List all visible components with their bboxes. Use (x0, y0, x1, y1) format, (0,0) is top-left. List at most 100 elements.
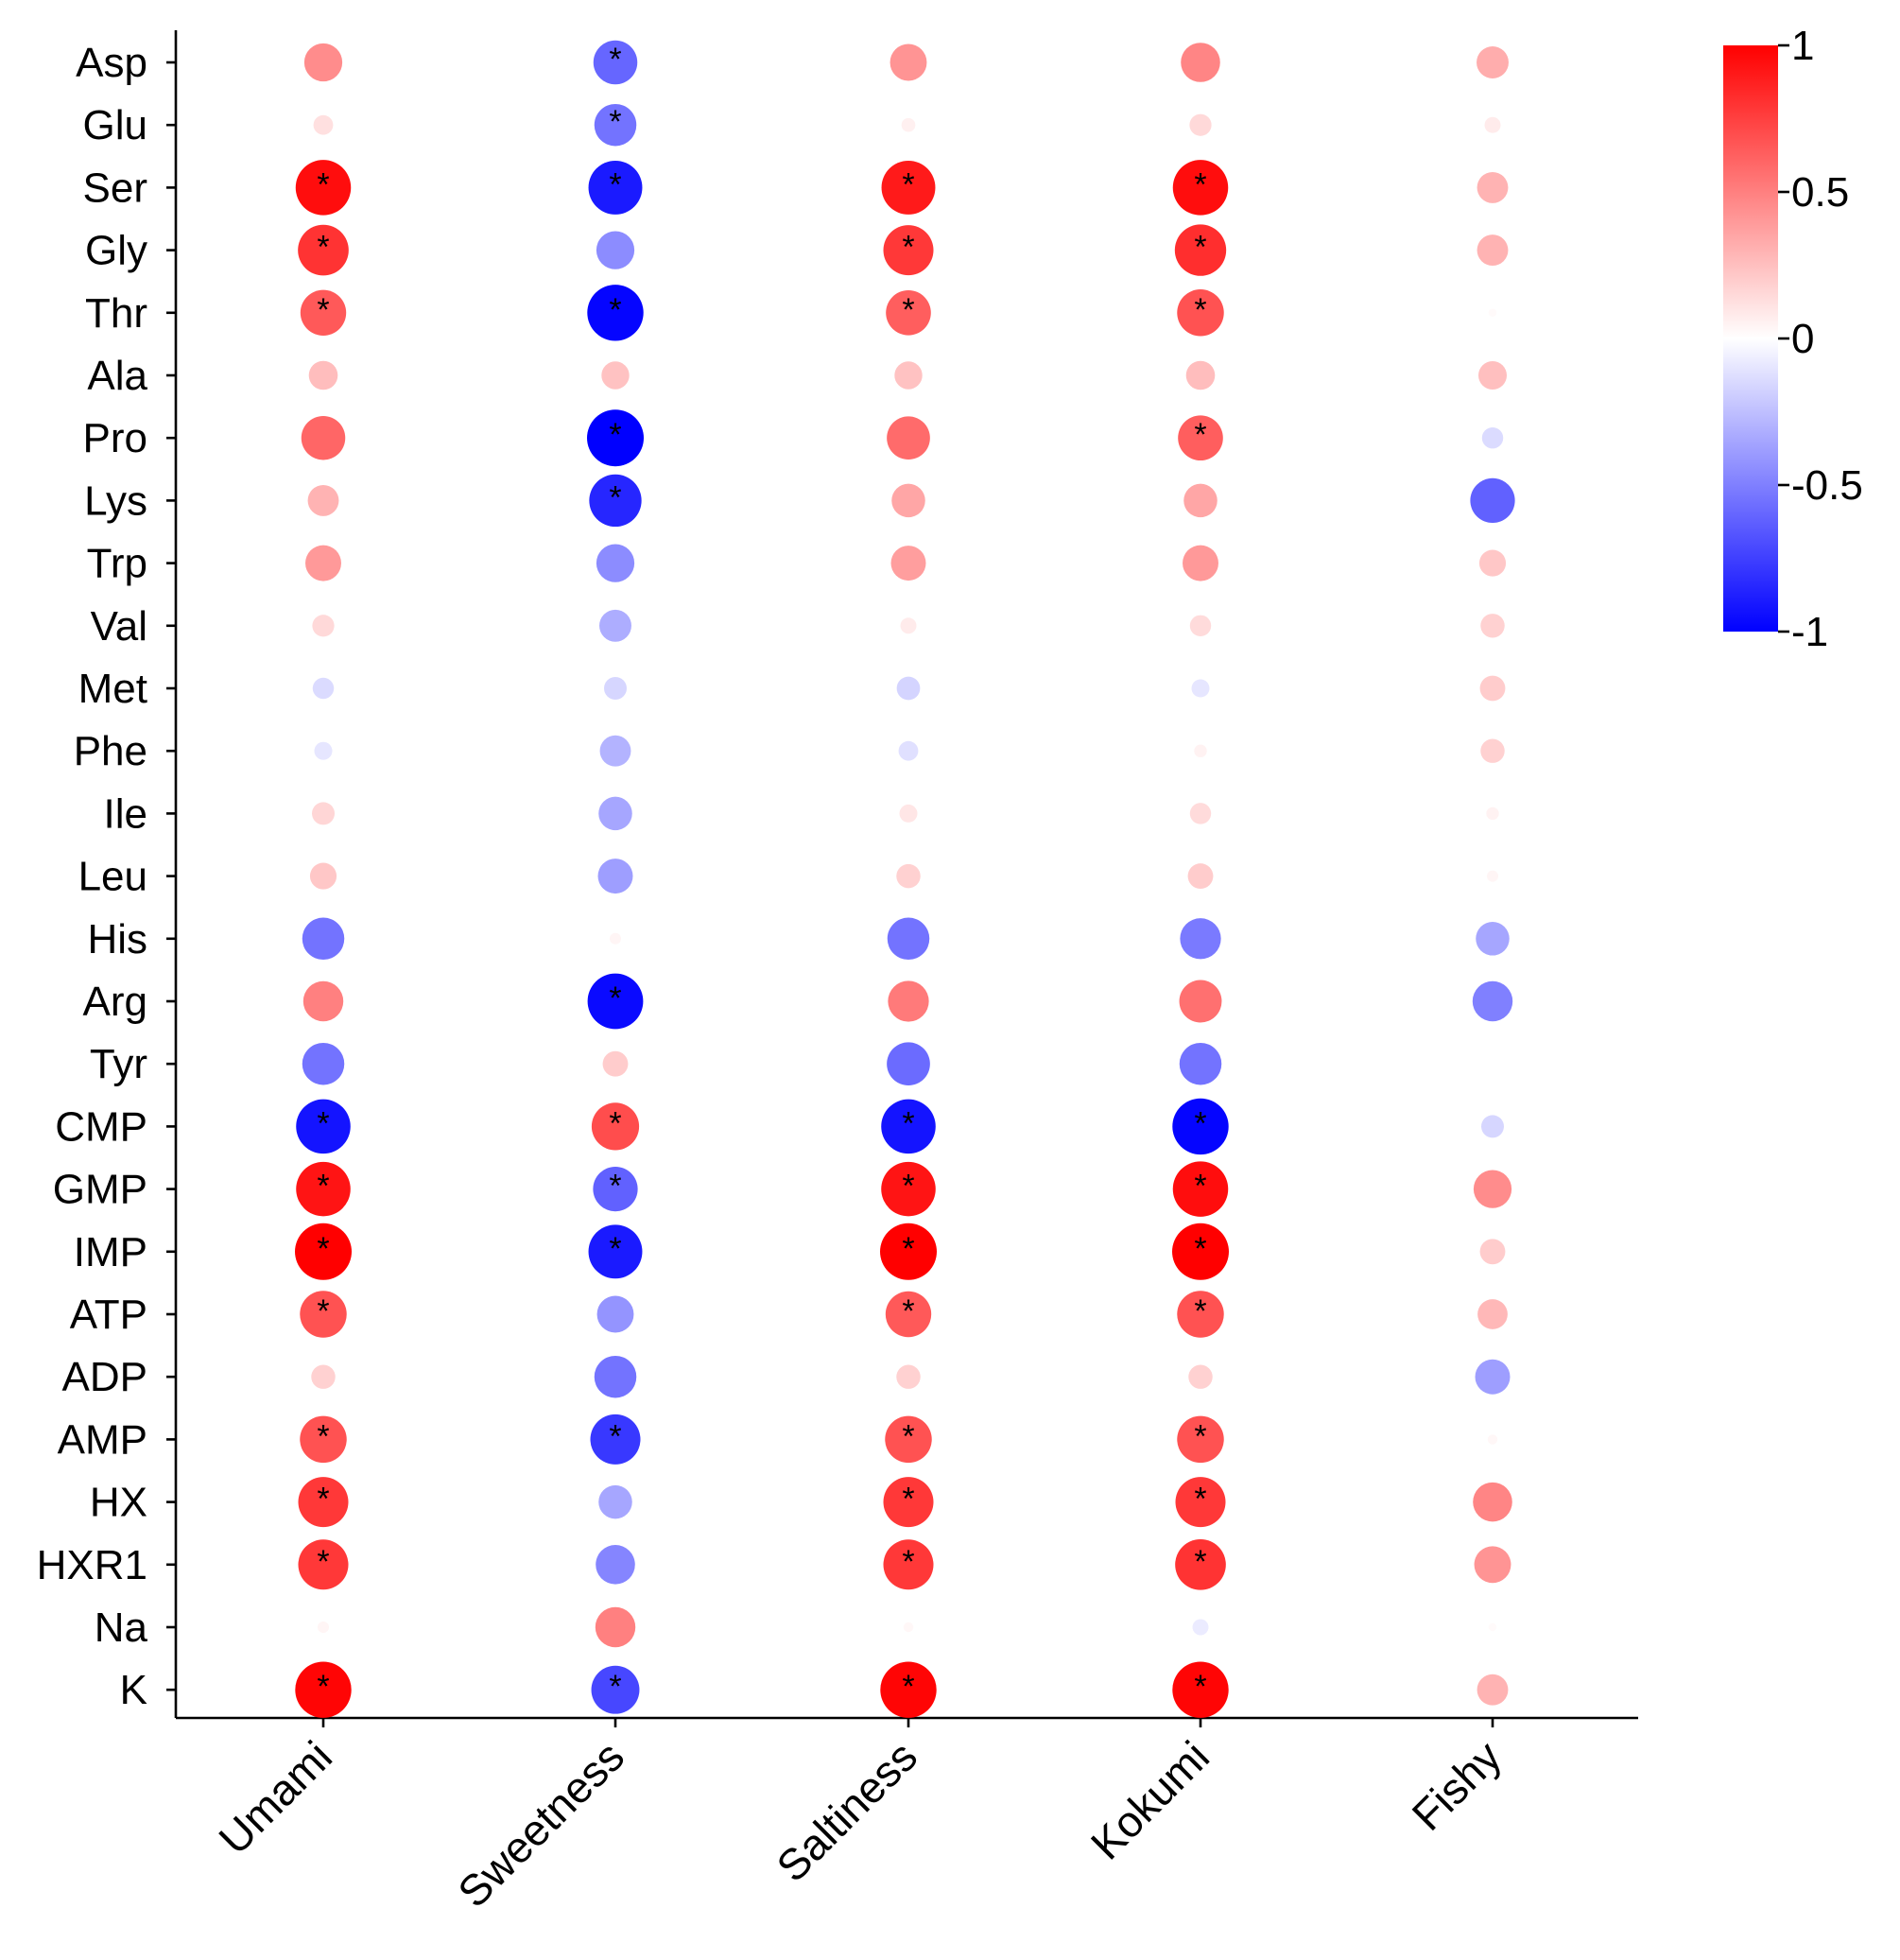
bubble-na-sweetness (595, 1606, 636, 1648)
colorbar-label-1: 1 (1791, 23, 1814, 69)
x-axis-labels: Umami Sweetness Saltiness Kokumi Fishy (209, 1718, 1511, 1917)
bubble-amp-saltiness (885, 1415, 932, 1464)
bubble-met-umami (312, 677, 335, 700)
bubble-ala-saltiness (894, 361, 923, 390)
significance-marker: * (1194, 417, 1206, 453)
bubble-atp-sweetness (596, 1295, 634, 1333)
bubble-glu-sweetness (594, 103, 637, 147)
bubble-ser-sweetness (588, 160, 643, 215)
colorbar-label-0: 0 (1791, 316, 1814, 362)
bubble-thr-fishy (1488, 308, 1497, 318)
significance-marker: * (902, 1418, 914, 1454)
bubble-imp-kokumi (1172, 1223, 1229, 1280)
significance-marker: * (1194, 1169, 1206, 1205)
significance-marker: * (317, 1169, 329, 1205)
bubble-leu-fishy (1487, 870, 1498, 882)
y-label-amp: AMP (58, 1416, 147, 1463)
bubble-hx-saltiness (883, 1477, 934, 1528)
significance-marker: * (609, 104, 621, 140)
bubble-tyr-umami (302, 1042, 345, 1085)
significance-marker: * (1194, 292, 1206, 328)
bubble-thr-kokumi (1177, 289, 1224, 337)
bubble-hx-sweetness (598, 1484, 632, 1519)
bubble-atp-kokumi (1177, 1291, 1224, 1338)
bubble-gly-umami (298, 224, 349, 276)
significance-marker: * (1194, 1293, 1206, 1329)
bubble-hx-fishy (1473, 1482, 1512, 1522)
bubble-his-umami (302, 917, 345, 961)
colorbar-label-0-5: 0.5 (1791, 169, 1849, 216)
bubble-ala-sweetness (601, 361, 630, 390)
bubble-ser-fishy (1477, 171, 1509, 203)
bubble-trp-sweetness (596, 544, 635, 582)
bubble-ile-umami (312, 802, 335, 825)
bubble-met-fishy (1479, 675, 1506, 702)
bubble-thr-sweetness (587, 285, 644, 341)
bubble-adp-fishy (1475, 1359, 1511, 1395)
y-label-his: His (87, 916, 147, 963)
bubble-lys-saltiness (891, 483, 925, 518)
bubble-lys-sweetness (589, 474, 642, 528)
bubble-imp-umami (295, 1223, 352, 1280)
bubble-his-sweetness (610, 932, 621, 945)
y-label-phe: Phe (74, 728, 147, 774)
bubble-trp-kokumi (1183, 545, 1218, 581)
y-label-hx: HX (90, 1480, 147, 1526)
bubble-amp-kokumi (1177, 1415, 1224, 1464)
y-label-imp: IMP (74, 1229, 147, 1275)
colorbar-label--0-5: -0.5 (1791, 462, 1863, 509)
bubble-tyr-sweetness (602, 1050, 629, 1077)
x-label-saltiness: Saltiness (767, 1731, 926, 1891)
bubble-his-kokumi (1180, 918, 1221, 960)
bubble-lys-kokumi (1183, 483, 1218, 518)
bubble-k-saltiness (880, 1661, 937, 1718)
y-label-na: Na (95, 1604, 148, 1651)
bubble-phe-fishy (1480, 738, 1505, 763)
bubble-hxr1-fishy (1474, 1546, 1511, 1584)
y-label-k: K (120, 1667, 147, 1713)
bubble-na-kokumi (1192, 1619, 1209, 1636)
y-label-adp: ADP (62, 1354, 147, 1400)
significance-marker: * (902, 166, 914, 202)
y-label-arg: Arg (83, 979, 147, 1025)
bubble-val-kokumi (1189, 615, 1212, 637)
bubble-arg-sweetness (587, 973, 644, 1030)
bubble-ile-sweetness (598, 796, 632, 831)
bubble-k-kokumi (1172, 1661, 1229, 1718)
significance-marker: * (609, 479, 621, 515)
significance-marker: * (317, 1293, 329, 1329)
bubble-val-fishy (1480, 614, 1505, 638)
bubble-imp-fishy (1479, 1239, 1506, 1265)
y-label-gly: Gly (85, 228, 147, 274)
bubble-phe-umami (314, 741, 333, 760)
significance-marker: * (609, 1669, 621, 1705)
bubble-asp-umami (303, 43, 343, 82)
bubble-leu-saltiness (896, 863, 921, 889)
y-label-asp: Asp (76, 40, 147, 86)
bubble-ile-kokumi (1189, 803, 1212, 824)
bubble-gmp-umami (296, 1161, 351, 1217)
bubble-glu-fishy (1484, 116, 1501, 133)
bubble-tyr-saltiness (887, 1042, 930, 1086)
significance-marker: * (902, 1231, 914, 1267)
bubble-trp-umami (305, 545, 341, 581)
bubble-pro-fishy (1481, 426, 1504, 449)
bubble-glu-umami (313, 114, 334, 135)
y-label-atp: ATP (70, 1292, 147, 1338)
bubble-phe-sweetness (599, 735, 631, 767)
bubble-pro-saltiness (887, 416, 930, 460)
bubble-imp-saltiness (880, 1223, 937, 1280)
y-label-lys: Lys (84, 477, 147, 524)
colorbar-gradient (1723, 45, 1778, 632)
x-label-sweetness: Sweetness (448, 1731, 633, 1917)
significance-marker: * (902, 1544, 914, 1580)
bubble-val-umami (312, 615, 335, 637)
y-label-hxr1: HXR1 (37, 1542, 147, 1588)
bubble-met-kokumi (1191, 679, 1210, 698)
bubble-tyr-kokumi (1179, 1042, 1222, 1085)
bubble-layer: * * * * * * * * * * * * * * * * * * * * * * * * * * * * * * * * * * * * * * * *… (295, 40, 1515, 1718)
significance-marker: * (609, 292, 621, 328)
significance-marker: * (609, 1231, 621, 1267)
y-label-cmp: CMP (55, 1103, 147, 1150)
